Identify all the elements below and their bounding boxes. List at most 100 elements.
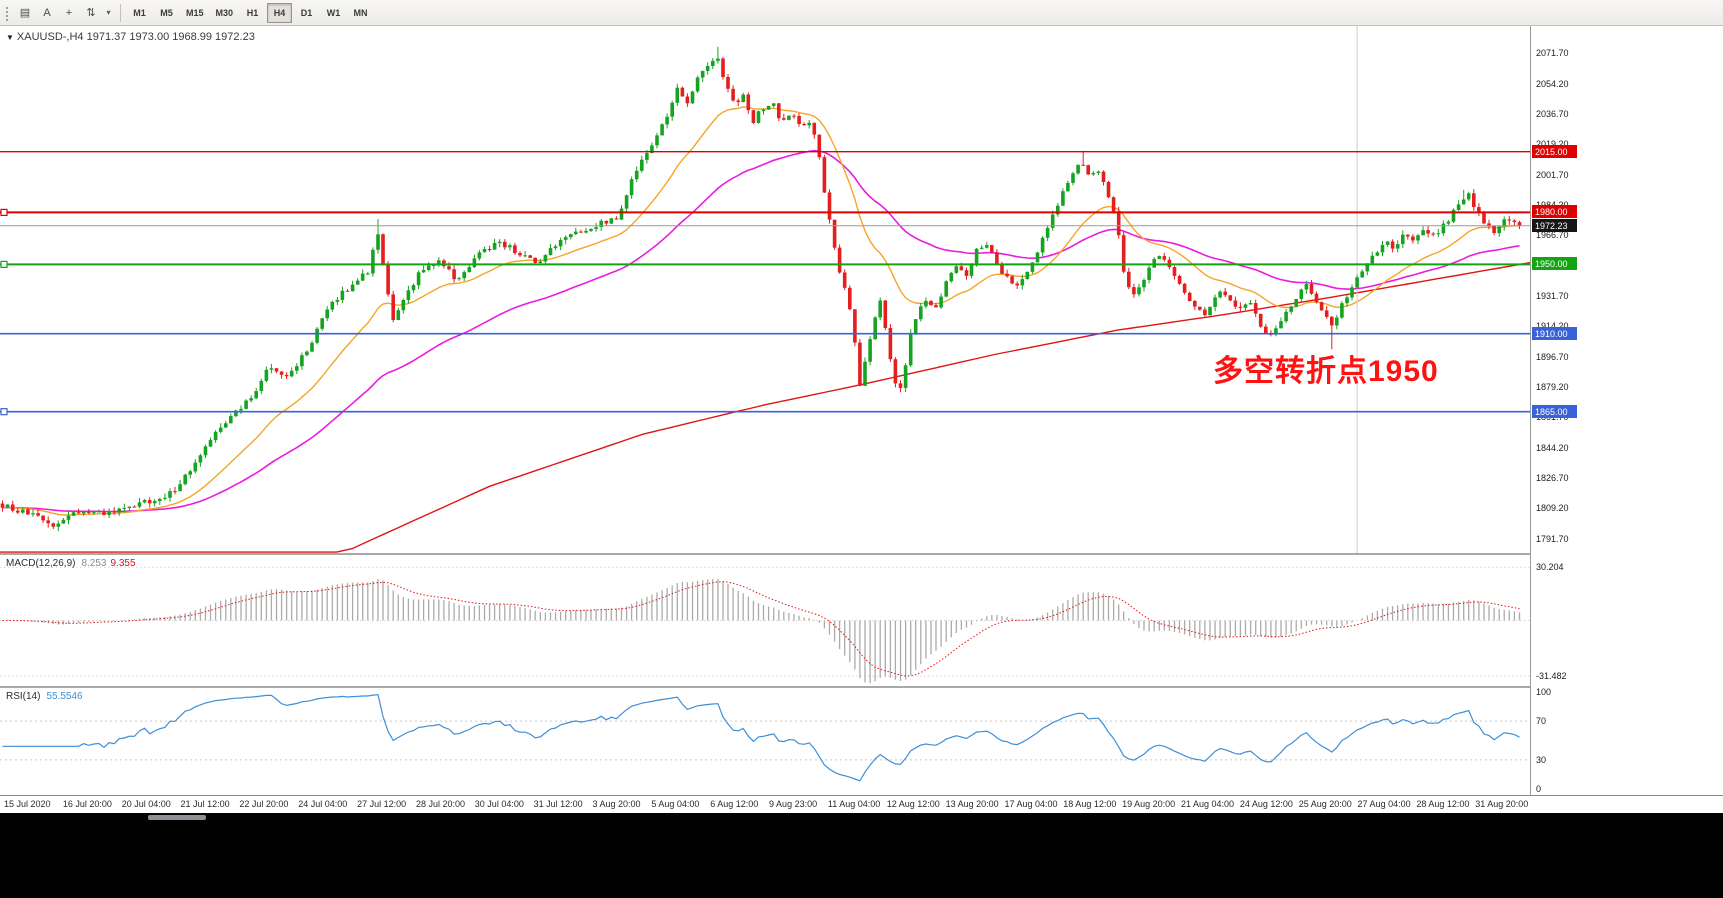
chart-window-icon[interactable]: ▤ [14,3,36,23]
time-axis-label: 28 Aug 12:00 [1416,799,1470,809]
price-axis-label: 1809.20 [1536,503,1569,514]
macd-main-value: 8.253 [81,558,107,569]
macd-label-text: MACD(12,26,9) [6,558,76,569]
timeframe-button-m1[interactable]: M1 [127,3,152,23]
time-axis-label: 25 Aug 20:00 [1298,799,1352,809]
ma-mid-magenta-line [2,149,1520,513]
price-axis-label: 2071.70 [1536,48,1569,59]
timeframe-button-m5[interactable]: M5 [154,3,179,23]
candlestick-series [0,46,1522,532]
time-axis-label: 19 Aug 20:00 [1122,799,1176,809]
toolbar: ▤ A + ⇅ ▾ M1 M5 M15 M30 H1 H4 D1 W1 MN [0,0,1723,26]
price-axis-label: 2001.70 [1536,169,1569,180]
timeframe-button-m15[interactable]: M15 [181,3,209,23]
time-axis: 15 Jul 2020 16 Jul 20:00 20 Jul 04:00 21 Ju… [0,795,1723,813]
timeframe-button-m30[interactable]: M30 [211,3,239,23]
price-badge-1910.00: 1910.00 [1532,326,1577,340]
time-axis-label: 12 Aug 12:00 [886,799,940,809]
rsi-panel[interactable] [0,688,1530,795]
toolbar-grip[interactable] [4,4,10,21]
indicator-dropdown-arrow-icon[interactable]: ▾ [102,3,115,23]
price-axis-label: 1931.70 [1536,291,1569,302]
toolbar-separator [120,3,121,22]
time-axis-label: 21 Aug 04:00 [1181,799,1235,809]
price-axis-label: 2054.20 [1536,78,1569,89]
price-axis-label: 1879.20 [1536,382,1569,393]
price-axis-label: 1896.70 [1536,351,1569,362]
time-axis-label: 15 Jul 2020 [4,799,51,809]
hline-handle[interactable] [0,408,8,416]
timeframe-button-mn[interactable]: MN [348,3,373,23]
ma-fast-orange-line [2,106,1520,516]
hline-handle[interactable] [0,260,8,268]
taskbar-accent [148,815,206,820]
tool-button-group: ▤ A + ⇅ [14,3,102,23]
time-axis-label: 27 Jul 12:00 [357,799,407,809]
timeframe-button-group: M1 M5 M15 M30 H1 H4 D1 W1 MN [126,2,374,23]
time-axis-label: 20 Jul 04:00 [121,799,171,809]
time-axis-label: 22 Jul 20:00 [239,799,289,809]
price-badge-2015.00: 2015.00 [1532,144,1577,158]
price-axis-label: 1826.70 [1536,473,1569,484]
main-price-chart[interactable] [0,26,1530,553]
macd-indicator-label: MACD(12,26,9) 8.253 9.355 [6,558,136,569]
time-axis-label: 13 Aug 20:00 [945,799,999,809]
time-axis-label: 18 Aug 12:00 [1063,799,1117,809]
current-price-badge: 1972.23 [1532,218,1577,232]
timeframe-button-h4[interactable]: H4 [267,2,293,23]
time-axis-label: 31 Jul 12:00 [533,799,583,809]
price-axis-label: 1844.20 [1536,442,1569,453]
hline-handle[interactable] [0,208,8,216]
macd-signal-value: 9.355 [110,558,136,569]
time-axis-label: 31 Aug 20:00 [1475,799,1529,809]
rsi-axis-label: 30 [1536,754,1547,765]
indicators-tool-icon[interactable]: ⇅ [80,3,102,23]
time-axis-label: 17 Aug 04:00 [1004,799,1058,809]
chart-title: ▼ XAUUSD-,H4 1971.37 1973.00 1968.99 1972… [6,31,255,43]
time-axis-label: 9 Aug 23:00 [769,799,818,809]
price-axis-label: 1984.20 [1536,200,1569,210]
price-badge-1950.00: 1950.00 [1532,257,1577,271]
collapse-triangle-icon[interactable]: ▼ [6,33,14,42]
price-axis-label: 2019.20 [1536,139,1569,149]
ma-slow-red-line [0,261,1530,553]
rsi-indicator-label: RSI(14) 55.5546 [6,691,83,702]
rsi-label-text: RSI(14) [6,691,41,702]
text-tool-icon[interactable]: A [36,3,58,23]
price-axis-label: 1914.20 [1536,321,1569,331]
macd-histogram [6,579,1521,684]
time-axis-label: 21 Jul 12:00 [180,799,230,809]
rsi-axis-label: 70 [1536,716,1547,727]
price-badge-1865.00: 1865.00 [1532,404,1577,418]
macd-signal-line [2,581,1520,677]
macd-panel[interactable] [0,555,1530,686]
chart-annotation-text: 多空转折点1950 [1213,355,1439,388]
price-axis-border [1530,26,1531,795]
rsi-axis-label: 100 [1536,687,1552,697]
timeframe-button-h1[interactable]: H1 [240,3,265,23]
rsi-value: 55.5546 [46,691,83,702]
time-axis-label: 27 Aug 04:00 [1357,799,1411,809]
bottom-taskbar [0,813,1723,898]
price-axis-label: 1791.70 [1536,533,1569,544]
macd-axis-label: 30.204 [1536,562,1564,573]
timeframe-button-w1[interactable]: W1 [321,3,346,23]
time-axis-label: 5 Aug 04:00 [651,799,700,809]
rsi-axis-label: 0 [1536,784,1542,794]
pane-splitter[interactable] [0,553,1723,555]
price-axis: 2071.70 2054.20 2036.70 2019.20 2001.70 1984.… [1531,26,1723,795]
price-axis-label: 1966.70 [1536,230,1569,241]
crosshair-tool-icon[interactable]: + [58,3,80,23]
time-axis-label: 24 Jul 04:00 [298,799,348,809]
time-axis-label: 24 Aug 12:00 [1239,799,1293,809]
symbol-ohlc-text: XAUUSD-,H4 1971.37 1973.00 1968.99 1972.… [16,31,255,43]
pane-splitter[interactable] [0,686,1723,688]
time-axis-label: 28 Jul 20:00 [415,799,465,809]
timeframe-button-d1[interactable]: D1 [294,3,319,23]
time-axis-label: 11 Aug 04:00 [827,799,881,809]
price-badge-1980.00: 1980.00 [1532,205,1577,219]
macd-axis-label: -31.482 [1536,671,1567,682]
rsi-line [2,693,1520,782]
time-axis-label: 3 Aug 20:00 [592,799,641,809]
